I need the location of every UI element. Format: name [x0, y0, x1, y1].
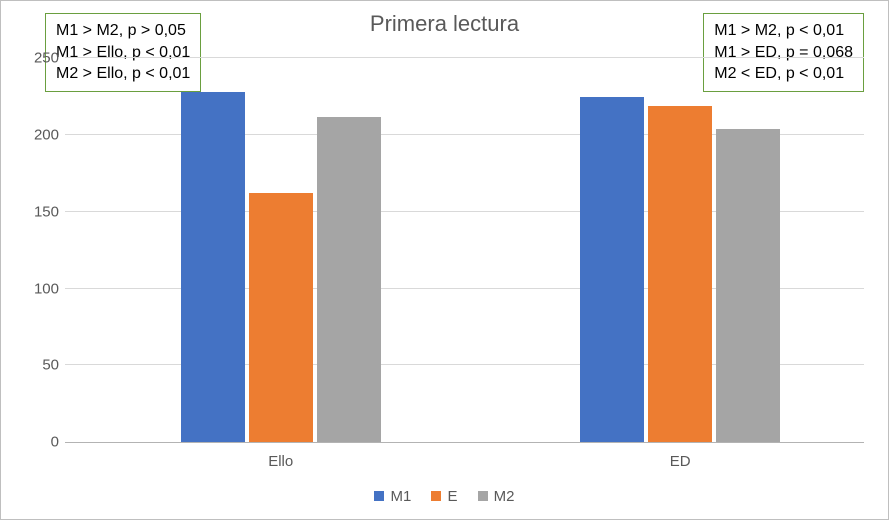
- stat-line: M1 > M2, p > 0,05: [56, 20, 190, 42]
- y-axis-label: 0: [21, 434, 59, 451]
- bar-m1-ello: [181, 92, 245, 442]
- legend-swatch: [478, 491, 488, 501]
- plot-area: 050100150200250ElloED: [65, 43, 864, 443]
- y-axis-label: 200: [21, 127, 59, 144]
- y-axis-label: 150: [21, 203, 59, 220]
- bar-m2-ed: [716, 129, 780, 442]
- bar-m1-ed: [580, 97, 644, 442]
- bar-e-ello: [249, 193, 313, 442]
- legend-label: M1: [390, 488, 411, 505]
- legend-swatch: [374, 491, 384, 501]
- legend-item-m1: M1: [374, 488, 411, 505]
- y-axis-label: 250: [21, 50, 59, 67]
- legend-label: E: [447, 488, 457, 505]
- legend-item-m2: M2: [478, 488, 515, 505]
- chart-frame: Primera lectura M1 > M2, p > 0,05 M1 > E…: [0, 0, 889, 520]
- bar-e-ed: [648, 106, 712, 442]
- y-axis-label: 100: [21, 280, 59, 297]
- y-axis-label: 50: [21, 357, 59, 374]
- bar-m2-ello: [317, 117, 381, 442]
- x-axis-label: ED: [670, 453, 691, 470]
- legend: M1 E M2: [1, 488, 888, 506]
- gridline: [65, 57, 864, 58]
- x-axis-label: Ello: [268, 453, 293, 470]
- legend-label: M2: [494, 488, 515, 505]
- legend-swatch: [431, 491, 441, 501]
- stat-line: M1 > M2, p < 0,01: [714, 20, 853, 42]
- legend-item-e: E: [431, 488, 457, 505]
